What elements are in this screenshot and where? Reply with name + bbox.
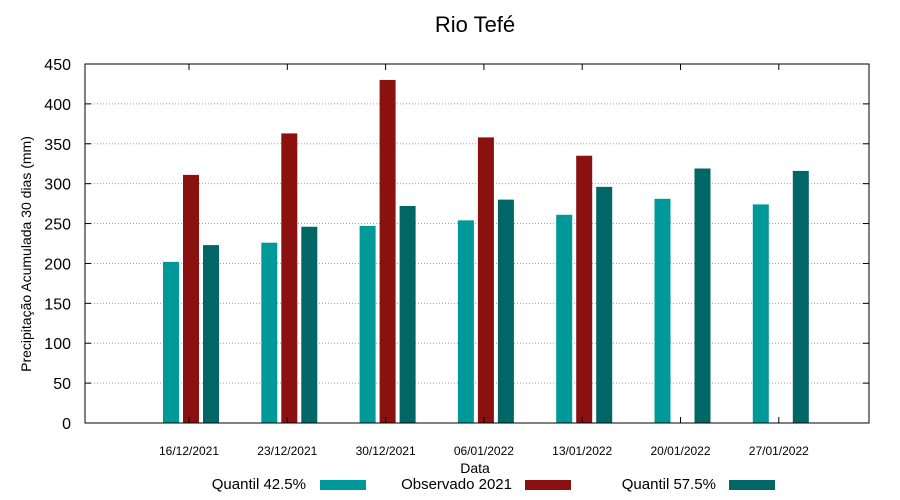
bar bbox=[399, 206, 416, 423]
bar bbox=[477, 137, 494, 423]
bar bbox=[792, 170, 809, 423]
bar bbox=[752, 204, 769, 423]
x-tick-label: 30/12/2021 bbox=[356, 444, 416, 458]
y-tick-label: 150 bbox=[44, 296, 71, 313]
legend-label: Quantil 42.5% bbox=[212, 476, 306, 493]
bar bbox=[379, 79, 396, 423]
legend-swatch bbox=[525, 480, 571, 490]
x-axis: 16/12/2021 23/12/2021 30/12/2021 06/01/2022… bbox=[159, 64, 809, 458]
x-tick-label: 23/12/2021 bbox=[257, 444, 317, 458]
bar bbox=[694, 168, 711, 423]
y-tick-label: 200 bbox=[44, 256, 71, 273]
x-tick-label: 27/01/2022 bbox=[749, 444, 809, 458]
x-tick-label: 06/01/2022 bbox=[454, 444, 514, 458]
bar bbox=[203, 245, 219, 423]
bar bbox=[556, 214, 573, 423]
legend-swatch bbox=[729, 480, 775, 490]
y-tick-label: 350 bbox=[44, 137, 71, 154]
legend-swatch bbox=[320, 480, 366, 490]
y-tick-label: 0 bbox=[62, 416, 71, 433]
y-tick-label: 250 bbox=[44, 217, 71, 234]
grid-lines bbox=[85, 103, 869, 384]
bar bbox=[497, 199, 514, 423]
y-tick-label: 50 bbox=[53, 376, 71, 393]
legend-label: Quantil 57.5% bbox=[622, 476, 716, 493]
bar bbox=[596, 186, 613, 423]
y-tick-label: 100 bbox=[44, 336, 71, 353]
x-axis-label: Data bbox=[460, 460, 490, 476]
y-axis-label: Precipitação Acumulada 30 dias (mm) bbox=[18, 136, 34, 372]
bar bbox=[163, 261, 179, 423]
x-tick-label: 20/01/2022 bbox=[650, 444, 710, 458]
bar bbox=[576, 155, 593, 423]
bar bbox=[301, 226, 318, 423]
y-axis: 0 50 100 150 200 250 300 350 400 450 bbox=[44, 57, 869, 433]
bar bbox=[654, 198, 671, 423]
y-tick-label: 300 bbox=[44, 177, 71, 194]
y-tick-label: 400 bbox=[44, 97, 71, 114]
x-tick-label: 13/01/2022 bbox=[552, 444, 612, 458]
bar bbox=[359, 225, 376, 423]
bars bbox=[163, 79, 809, 423]
x-tick-label: 16/12/2021 bbox=[159, 444, 219, 458]
bar bbox=[261, 242, 278, 423]
bar bbox=[183, 174, 199, 423]
y-tick-label: 450 bbox=[44, 57, 71, 74]
legend: Quantil 42.5% Observado 2021 Quantil 57.5% bbox=[212, 476, 775, 493]
bar bbox=[457, 220, 474, 423]
bar bbox=[281, 133, 298, 423]
chart-title: Rio Tefé bbox=[435, 12, 515, 37]
legend-label: Observado 2021 bbox=[401, 476, 512, 493]
plot-frame bbox=[84, 63, 870, 424]
